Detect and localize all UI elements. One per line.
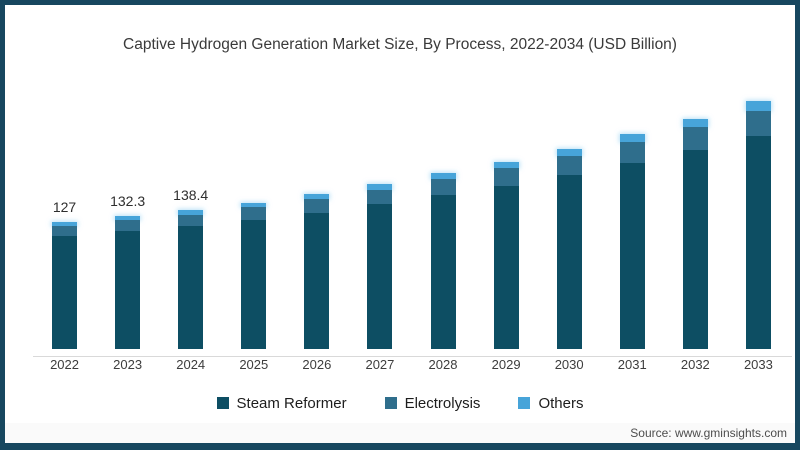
bar-stack	[538, 90, 601, 349]
bar-column-2027: 2027	[348, 90, 411, 382]
bar-segment-electrolysis	[682, 127, 708, 150]
bar-column-2024: 138.4 2024	[159, 90, 222, 382]
bar-segment-electrolysis	[304, 198, 330, 213]
bar-segment-others	[430, 173, 456, 180]
x-tick-label: 2028	[428, 356, 458, 372]
plot-area: 127 2022 132.3 2023 138.4 2024 2025 2026 2027 202…	[33, 90, 790, 382]
bar-column-2031: 2031	[601, 90, 664, 382]
bar-segment-electrolysis	[430, 179, 456, 196]
bar-segment-electrolysis	[52, 225, 78, 236]
bar-segment-electrolysis	[619, 142, 645, 163]
bar-column-2032: 2032	[664, 90, 727, 382]
bar-segment-steam-reformer	[682, 149, 708, 349]
bar-segment-steam-reformer	[367, 204, 393, 349]
bar-segment-steam-reformer	[178, 226, 204, 349]
others-swatch-icon	[518, 397, 531, 409]
source-attribution: Source: www.gminsights.com	[630, 426, 787, 440]
bar-segment-steam-reformer	[556, 174, 582, 349]
legend-label: Steam Reformer	[236, 394, 347, 412]
bar-column-2033: 2033	[727, 90, 790, 382]
bar-segment-others	[556, 148, 582, 156]
bar-stack	[285, 90, 348, 349]
bar-column-2030: 2030	[538, 90, 601, 382]
chart-title: Captive Hydrogen Generation Market Size,…	[123, 36, 677, 53]
x-tick-label: 2030	[554, 356, 584, 372]
bar-segment-electrolysis	[178, 214, 204, 227]
legend: Steam Reformer Electrolysis Others	[0, 391, 800, 415]
bar-column-2022: 127 2022	[33, 90, 96, 382]
x-axis-line	[33, 356, 792, 357]
bar-segment-others	[367, 184, 393, 190]
bar-segment-electrolysis	[556, 155, 582, 175]
source-bar: Source: www.gminsights.com	[5, 423, 795, 443]
x-tick-label: 2032	[680, 356, 710, 372]
bar-segment-others	[682, 118, 708, 128]
legend-label: Electrolysis	[404, 394, 481, 412]
bar-stack	[727, 90, 790, 349]
x-tick-label: 2022	[50, 356, 79, 372]
x-tick-label: 2029	[491, 356, 521, 372]
bar-segment-others	[619, 134, 645, 143]
x-tick-label: 2023	[113, 356, 143, 372]
bar-segment-steam-reformer	[115, 231, 141, 349]
bar-stack	[601, 90, 664, 349]
bar-stack	[222, 90, 285, 349]
bar-segment-electrolysis	[745, 110, 771, 136]
bar-column-2029: 2029	[475, 90, 538, 382]
bar-stack	[475, 90, 538, 349]
bar-segment-steam-reformer	[430, 195, 456, 349]
x-tick-label: 2026	[302, 356, 332, 372]
bar-column-2026: 2026	[285, 90, 348, 382]
electrolysis-swatch-icon	[384, 397, 397, 409]
bar-segment-electrolysis	[115, 220, 141, 232]
bar-segment-electrolysis	[493, 168, 519, 186]
bar-value-label: 127	[52, 198, 77, 215]
bar-value-label: 138.4	[173, 187, 209, 204]
bar-segment-steam-reformer	[745, 135, 771, 349]
bar-stack: 127	[33, 90, 96, 349]
bar-stack	[664, 90, 727, 349]
bar-stack	[348, 90, 411, 349]
bar-value-label: 132.3	[110, 193, 146, 210]
bar-segment-others	[304, 193, 330, 199]
bar-segment-others	[493, 161, 519, 169]
bar-segment-others	[52, 221, 78, 226]
bar-column-2028: 2028	[411, 90, 474, 382]
bar-segment-others	[178, 210, 204, 215]
bar-segment-steam-reformer	[241, 219, 267, 349]
legend-label: Others	[538, 394, 584, 412]
bar-segment-electrolysis	[367, 189, 393, 205]
x-tick-label: 2024	[176, 356, 206, 372]
legend-item-others: Others	[518, 395, 583, 412]
bar-stack: 132.3	[96, 90, 159, 349]
bar-segment-others	[745, 101, 771, 111]
legend-item-steam-reformer: Steam Reformer	[216, 394, 347, 412]
bar-segment-steam-reformer	[304, 212, 330, 349]
bar-segment-electrolysis	[241, 207, 267, 220]
steam-reformer-swatch-icon	[216, 397, 229, 409]
bar-segment-others	[241, 202, 267, 208]
bar-segment-others	[115, 216, 141, 221]
bar-column-2023: 132.3 2023	[96, 90, 159, 382]
bar-stack: 138.4	[159, 90, 222, 349]
x-tick-label: 2025	[239, 356, 269, 372]
bar-segment-steam-reformer	[52, 235, 78, 349]
bar-column-2025: 2025	[222, 90, 285, 382]
x-tick-label: 2027	[365, 356, 395, 372]
bar-stack	[411, 90, 474, 349]
x-tick-label: 2033	[743, 356, 773, 372]
bar-segment-steam-reformer	[619, 162, 645, 349]
x-tick-label: 2031	[617, 356, 647, 372]
legend-item-electrolysis: Electrolysis	[384, 394, 481, 412]
bar-segment-steam-reformer	[493, 185, 519, 349]
